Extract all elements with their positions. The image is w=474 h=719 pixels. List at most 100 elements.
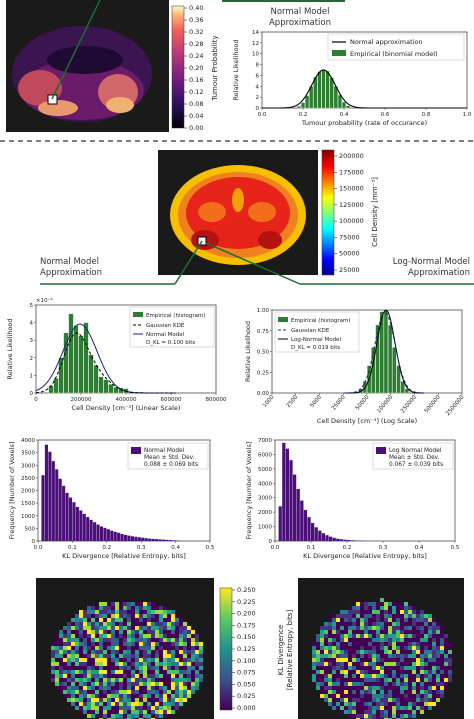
kl-map-pixel [107, 706, 111, 710]
kl-map-pixel [408, 642, 412, 646]
kl-map-pixel [167, 622, 171, 626]
kl-map-pixel [392, 674, 396, 678]
x-axis-label: Cell Density [cm⁻³] (Log Scale) [317, 417, 417, 425]
histogram-bar [336, 538, 340, 541]
kl-map-pixel [364, 710, 368, 714]
kl-map-pixel [340, 694, 344, 698]
legend-swatch-empirical [332, 50, 346, 56]
kl-map-pixel [75, 666, 79, 670]
kl-map-pixel [388, 626, 392, 630]
kl-map-pixel [175, 630, 179, 634]
kl-map-pixel [119, 666, 123, 670]
kl-map-pixel [328, 618, 332, 622]
kl-map-pixel [103, 714, 107, 718]
kl-map-pixel [95, 650, 99, 654]
kl-map-pixel [360, 682, 364, 686]
kl-map-pixel [440, 626, 444, 630]
kl-map-pixel [91, 654, 95, 658]
kl-map-pixel [127, 710, 131, 714]
kl-map-pixel [412, 650, 416, 654]
kl-map-pixel [67, 690, 71, 694]
kl-map-pixel [320, 646, 324, 650]
kl-map-pixel [107, 690, 111, 694]
kl-map-pixel [384, 674, 388, 678]
kl-map-pixel [59, 654, 63, 658]
kl-map-pixel [324, 678, 328, 682]
kl-map-pixel [412, 610, 416, 614]
y-tick-label: 4 [30, 321, 34, 327]
kl-map-pixel [388, 694, 392, 698]
kl-map-pixel [380, 610, 384, 614]
kl-map-pixel [436, 682, 440, 686]
histogram-bar [172, 540, 176, 541]
kl-map-pixel [147, 618, 151, 622]
kl-map-pixel [440, 674, 444, 678]
kl-map-pixel [71, 682, 75, 686]
kl-map-pixel [360, 606, 364, 610]
kl-map-pixel [79, 642, 83, 646]
kl-map-pixel [392, 666, 396, 670]
kl-map-pixel [139, 618, 143, 622]
kl-map-pixel [143, 634, 147, 638]
kl-map-pixel [356, 626, 360, 630]
kl-map-pixel [368, 710, 372, 714]
kl-map-pixel [364, 634, 368, 638]
kl-map-pixel [127, 630, 131, 634]
y-tick-label: 2500 [21, 476, 35, 482]
kl-map-pixel [356, 650, 360, 654]
colorbar-tick-label: 0.000 [237, 704, 256, 712]
kl-map-pixel [195, 654, 199, 658]
x-tick-label: 250000 [400, 394, 418, 414]
histogram-bar [339, 539, 344, 541]
kl-map-pixel [127, 602, 131, 606]
histogram-bar [303, 509, 308, 541]
kl-map-pixel [344, 630, 348, 634]
kl-map-pixel [95, 654, 99, 658]
kl-map-pixel [127, 614, 131, 618]
kl-map-pixel [400, 614, 404, 618]
kl-map-pixel [171, 658, 175, 662]
kl-map-pixel [159, 662, 163, 666]
kl-map-pixel [163, 650, 167, 654]
kl-map-pixel [91, 710, 95, 714]
kl-map-pixel [131, 714, 135, 718]
kl-map-pixel [416, 670, 420, 674]
x-tick-label: 0.2 [299, 112, 308, 118]
kl-map-pixel [440, 682, 444, 686]
kl-map-pixel [344, 710, 348, 714]
kl-map-pixel [99, 710, 103, 714]
kl-map-pixel [404, 626, 408, 630]
kl-map-pixel [396, 602, 400, 606]
kl-colorbar-label-2: [Relative Entropy, bits] [286, 610, 294, 691]
kl-map-pixel [356, 606, 360, 610]
kl-map-pixel [376, 714, 380, 718]
kl-map-pixel [428, 626, 432, 630]
x-tick-label: 0.0 [258, 112, 267, 118]
kl-map-pixel [388, 674, 392, 678]
kl-map-pixel [195, 686, 199, 690]
kl-map-pixel [67, 662, 71, 666]
kl-map-pixel [119, 706, 123, 710]
histogram-bar [141, 537, 145, 541]
kl-map-pixel [380, 618, 384, 622]
kl-map-pixel [424, 634, 428, 638]
kl-map-pixel [159, 626, 163, 630]
kl-map-pixel [155, 622, 159, 626]
kl-map-pixel [55, 634, 59, 638]
kl-map-pixel [99, 674, 103, 678]
kl-map-pixel [75, 650, 79, 654]
kl-map-pixel [59, 670, 63, 674]
kl-map-pixel [83, 626, 87, 630]
kl-map-pixel [167, 686, 171, 690]
kl-map-pixel [167, 682, 171, 686]
kl-map-pixel [352, 618, 356, 622]
kl-map-pixel [396, 610, 400, 614]
kl-map-pixel [328, 694, 332, 698]
kl-map-pixel [71, 622, 75, 626]
kl-map-pixel [147, 606, 151, 610]
kl-map-pixel [416, 694, 420, 698]
kl-map-pixel [344, 638, 348, 642]
kl-map-pixel [187, 666, 191, 670]
kl-map-pixel [107, 650, 111, 654]
